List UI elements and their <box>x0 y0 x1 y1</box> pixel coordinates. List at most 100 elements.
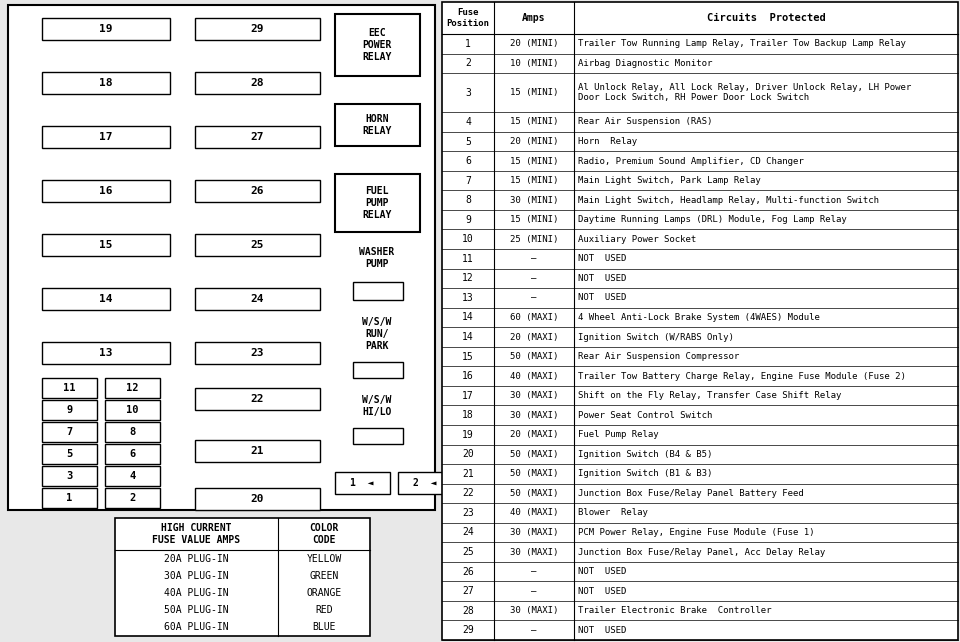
Text: 29: 29 <box>462 625 474 635</box>
Text: Power Seat Control Switch: Power Seat Control Switch <box>578 411 712 420</box>
Text: 16: 16 <box>99 186 112 196</box>
Text: WASHER
PUMP: WASHER PUMP <box>359 247 395 269</box>
Text: –: – <box>531 567 537 576</box>
Bar <box>42 342 170 364</box>
Text: 20 (MAXI): 20 (MAXI) <box>510 333 558 342</box>
Text: 4: 4 <box>130 471 135 481</box>
Text: YELLOW: YELLOW <box>306 553 342 564</box>
Text: 25: 25 <box>251 240 264 250</box>
Text: Amps: Amps <box>522 13 545 23</box>
Text: 30 (MAXI): 30 (MAXI) <box>510 548 558 557</box>
Text: Auxiliary Power Socket: Auxiliary Power Socket <box>578 235 696 244</box>
Text: RED: RED <box>315 605 333 615</box>
Bar <box>195 72 320 94</box>
Text: 26: 26 <box>462 567 474 577</box>
Text: W/S/W
RUN/
PARK: W/S/W RUN/ PARK <box>362 317 392 351</box>
Bar <box>335 174 420 232</box>
Bar <box>115 518 370 636</box>
Bar <box>8 5 435 510</box>
Text: Blower  Relay: Blower Relay <box>578 508 648 517</box>
Bar <box>105 422 160 442</box>
Text: 26: 26 <box>251 186 264 196</box>
Text: 11: 11 <box>63 383 76 393</box>
Text: –: – <box>531 293 537 302</box>
Text: Airbag Diagnostic Monitor: Airbag Diagnostic Monitor <box>578 59 712 68</box>
Text: 20A PLUG-IN: 20A PLUG-IN <box>164 553 228 564</box>
Bar <box>353 362 403 378</box>
Text: Main Light Switch, Park Lamp Relay: Main Light Switch, Park Lamp Relay <box>578 176 760 185</box>
Text: Trailer Tow Battery Charge Relay, Engine Fuse Module (Fuse 2): Trailer Tow Battery Charge Relay, Engine… <box>578 372 906 381</box>
Text: 10: 10 <box>462 234 474 244</box>
Text: 15 (MINI): 15 (MINI) <box>510 215 558 224</box>
Bar <box>105 444 160 464</box>
Text: –: – <box>531 626 537 635</box>
Text: 20 (MAXI): 20 (MAXI) <box>510 430 558 439</box>
Text: 40A PLUG-IN: 40A PLUG-IN <box>164 588 228 598</box>
Text: 13: 13 <box>99 348 112 358</box>
Text: 60 (MAXI): 60 (MAXI) <box>510 313 558 322</box>
Text: 25 (MINI): 25 (MINI) <box>510 235 558 244</box>
Text: 50 (MAXI): 50 (MAXI) <box>510 489 558 498</box>
Text: Rear Air Suspension Compressor: Rear Air Suspension Compressor <box>578 352 739 361</box>
Text: Horn  Relay: Horn Relay <box>578 137 637 146</box>
Text: 15 (MINI): 15 (MINI) <box>510 157 558 166</box>
Text: Main Light Switch, Headlamp Relay, Multi-function Switch: Main Light Switch, Headlamp Relay, Multi… <box>578 196 879 205</box>
Text: 8: 8 <box>465 195 471 205</box>
Text: NOT  USED: NOT USED <box>578 254 626 263</box>
Text: GREEN: GREEN <box>309 571 339 581</box>
Text: 30 (MAXI): 30 (MAXI) <box>510 606 558 615</box>
Bar <box>105 400 160 420</box>
Bar <box>42 234 170 256</box>
Text: 6: 6 <box>465 156 471 166</box>
Text: 15 (MINI): 15 (MINI) <box>510 176 558 185</box>
Text: Circuits  Protected: Circuits Protected <box>707 13 826 23</box>
Bar <box>335 14 420 76</box>
Text: 20: 20 <box>462 449 474 459</box>
Bar <box>42 288 170 310</box>
Text: 50A PLUG-IN: 50A PLUG-IN <box>164 605 228 615</box>
Text: 15 (MINI): 15 (MINI) <box>510 117 558 126</box>
Text: 9: 9 <box>465 214 471 225</box>
Text: NOT  USED: NOT USED <box>578 567 626 576</box>
Text: 15 (MINI): 15 (MINI) <box>510 88 558 97</box>
Text: 20: 20 <box>251 494 264 504</box>
Text: 9: 9 <box>66 405 73 415</box>
Text: 4 Wheel Anti-Lock Brake System (4WAES) Module: 4 Wheel Anti-Lock Brake System (4WAES) M… <box>578 313 820 322</box>
Text: 23: 23 <box>462 508 474 518</box>
Bar <box>42 400 97 420</box>
Text: 15: 15 <box>462 352 474 361</box>
Text: W/S/W
HI/LO: W/S/W HI/LO <box>362 395 392 417</box>
Text: –: – <box>531 587 537 596</box>
Text: 20 (MINI): 20 (MINI) <box>510 39 558 48</box>
Text: 5: 5 <box>66 449 73 459</box>
Text: 27: 27 <box>251 132 264 142</box>
Text: 20 (MINI): 20 (MINI) <box>510 137 558 146</box>
Bar <box>195 440 320 462</box>
Text: Trailer Tow Running Lamp Relay, Trailer Tow Backup Lamp Relay: Trailer Tow Running Lamp Relay, Trailer … <box>578 39 906 48</box>
Text: Fuse
Position: Fuse Position <box>446 8 490 28</box>
Text: 30 (MAXI): 30 (MAXI) <box>510 411 558 420</box>
Text: NOT  USED: NOT USED <box>578 274 626 283</box>
Text: 50 (MAXI): 50 (MAXI) <box>510 450 558 459</box>
Text: 24: 24 <box>251 294 264 304</box>
Text: Ignition Switch (B1 & B3): Ignition Switch (B1 & B3) <box>578 469 712 478</box>
Text: 3: 3 <box>66 471 73 481</box>
Text: 2: 2 <box>465 58 471 68</box>
Text: NOT  USED: NOT USED <box>578 293 626 302</box>
Text: 19: 19 <box>462 429 474 440</box>
Text: Daytime Running Lamps (DRL) Module, Fog Lamp Relay: Daytime Running Lamps (DRL) Module, Fog … <box>578 215 847 224</box>
Text: Junction Box Fuse/Relay Panel Battery Feed: Junction Box Fuse/Relay Panel Battery Fe… <box>578 489 804 498</box>
Text: 21: 21 <box>251 446 264 456</box>
Text: 10: 10 <box>127 405 139 415</box>
Text: 15: 15 <box>99 240 112 250</box>
Text: 17: 17 <box>99 132 112 142</box>
Text: 2  ◄: 2 ◄ <box>413 478 437 488</box>
Text: 40 (MAXI): 40 (MAXI) <box>510 508 558 517</box>
Text: 5: 5 <box>465 137 471 146</box>
Bar <box>195 126 320 148</box>
Bar <box>398 472 453 494</box>
Text: 7: 7 <box>66 427 73 437</box>
Text: 24: 24 <box>462 528 474 537</box>
Text: 10 (MINI): 10 (MINI) <box>510 59 558 68</box>
Text: Shift on the Fly Relay, Transfer Case Shift Relay: Shift on the Fly Relay, Transfer Case Sh… <box>578 391 841 400</box>
